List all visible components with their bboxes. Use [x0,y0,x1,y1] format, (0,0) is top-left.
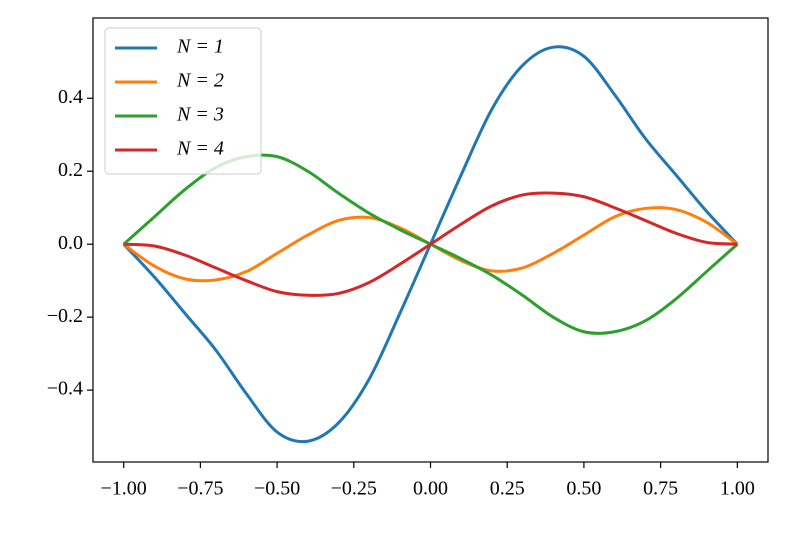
x-tick-label: −0.25 [331,478,377,500]
y-tick-label: 0.2 [58,159,83,181]
y-tick-label: 0.4 [58,86,83,108]
x-tick-label: 0.75 [643,478,678,500]
x-tick-label: 0.25 [490,478,525,500]
x-tick-label: 0.50 [566,478,601,500]
y-tick-label: −0.4 [47,378,83,400]
series-line [123,191,738,297]
x-tick-label: 1.00 [720,478,755,500]
x-tick-label: −0.50 [254,478,300,500]
x-tick-label: −0.75 [177,478,223,500]
legend-label: N = 4 [176,138,224,160]
legend-label: N = 1 [176,36,224,58]
y-tick-label: −0.2 [47,305,83,327]
x-tick-label: −1.00 [101,478,147,500]
legend-label: N = 3 [176,104,224,126]
plot-frame [92,17,769,463]
legend-label: N = 2 [176,70,224,92]
y-tick-label: 0.0 [58,232,83,254]
x-tick-label: 0.00 [413,478,448,500]
legend-box [104,27,262,175]
